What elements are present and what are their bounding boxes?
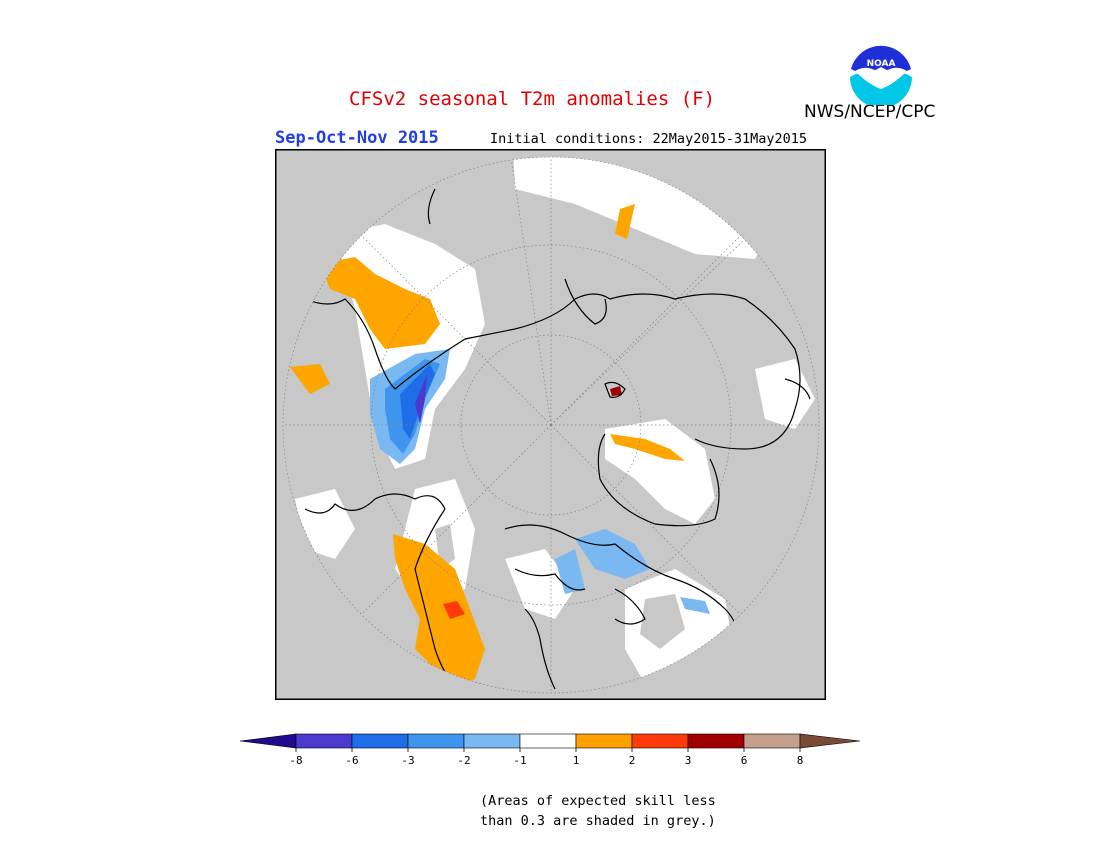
colorbar-tick-label: -8 — [289, 754, 302, 767]
colorbar-box — [575, 733, 633, 749]
graticule — [283, 157, 819, 693]
initial-conditions-label: Initial conditions: 22May2015-31May2015 — [490, 131, 807, 147]
colorbar-box — [295, 733, 353, 749]
colorbar-arrow-right — [799, 733, 861, 749]
colorbar-tick-label: 2 — [629, 754, 636, 767]
colorbar: -8 -6 -3 -2 -1 1 2 3 6 8 — [239, 733, 861, 767]
map-circle-border — [282, 156, 820, 694]
footnote-line1: (Areas of expected skill less — [480, 793, 716, 809]
warm-anomaly-areas — [290, 204, 685, 689]
hot-anomaly-areas — [443, 601, 465, 619]
map-frame-border — [275, 149, 826, 700]
colorbar-box — [351, 733, 409, 749]
colorbar-ticks: -8 -6 -3 -2 -1 1 2 3 6 8 — [289, 748, 803, 767]
colorbar-box — [687, 733, 745, 749]
colorbar-arrow-left — [239, 733, 297, 749]
colorbar-box — [631, 733, 689, 749]
colorbar-box — [407, 733, 465, 749]
colorbar-tick-label: 6 — [741, 754, 748, 767]
colorbar-tick-label: -1 — [513, 754, 526, 767]
footnote-line2: than 0.3 are shaded in grey.) — [480, 813, 716, 829]
footnote: (Areas of expected skill less than 0.3 a… — [480, 791, 716, 831]
colorbar-tick-label: 1 — [573, 754, 580, 767]
season-label: Sep-Oct-Nov 2015 — [275, 128, 439, 148]
colorbar-boxes — [239, 733, 861, 749]
colorbar-box — [463, 733, 521, 749]
noaa-logo-icon: NOAA — [850, 42, 912, 105]
colorbar-tick-label: 3 — [685, 754, 692, 767]
title-text: CFSv2 seasonal T2m anomalies (F) — [349, 88, 716, 110]
colorbar-tick-label: 8 — [797, 754, 804, 767]
polar-map — [275, 149, 826, 700]
colorbar-tick-label: -6 — [345, 754, 358, 767]
colorbar-tick-label: -2 — [457, 754, 470, 767]
colorbar-tick-label: -3 — [401, 754, 414, 767]
colorbar-box — [743, 733, 801, 749]
logo-text: NOAA — [867, 59, 896, 69]
colorbar-box — [519, 733, 577, 749]
agency-label: NWS/NCEP/CPC — [804, 102, 936, 122]
